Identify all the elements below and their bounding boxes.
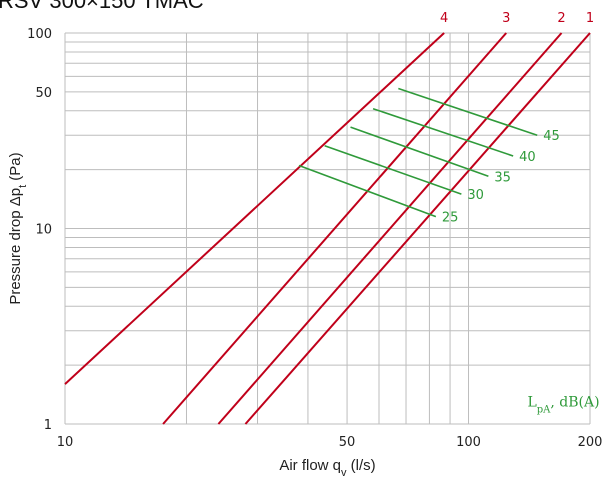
- y-tick-label: 1: [44, 418, 52, 433]
- y-tick-label: 10: [35, 223, 52, 238]
- noise-line-25: [299, 166, 436, 217]
- noise-label-30: 30: [467, 188, 484, 203]
- noise-label-35: 35: [494, 170, 511, 185]
- axis-labels: Air flow qv (l/s) Pressure drop Δpt (Pa): [7, 152, 376, 479]
- noise-label-25: 25: [442, 211, 459, 226]
- pressure-curves: 1 2 3 4: [65, 11, 594, 424]
- y-tick-label: 100: [27, 27, 52, 42]
- x-axis-label: Air flow qv (l/s): [279, 457, 375, 479]
- y-axis-label: Pressure drop Δpt (Pa): [7, 152, 29, 304]
- x-tick-label: 50: [339, 435, 356, 450]
- curve-label-2: 2: [557, 11, 565, 26]
- curve-label-4: 4: [440, 11, 448, 26]
- noise-line-45: [398, 89, 537, 136]
- x-tick-label: 100: [456, 435, 481, 450]
- noise-line-40: [373, 109, 513, 156]
- curve-label-3: 3: [502, 11, 510, 26]
- x-tick-label: 10: [57, 435, 74, 450]
- noise-lines: 25 30 35 40 45 LpA, dB(A): [299, 89, 600, 416]
- chart-title: RSV 300×150 TMAC: [0, 0, 204, 13]
- tick-labels: 10 50 100 200 1 10 50 100: [27, 27, 602, 450]
- noise-line-35: [351, 127, 489, 176]
- y-tick-label: 50: [35, 86, 52, 101]
- curve-line-4: [65, 33, 444, 384]
- curve-label-1: 1: [586, 11, 594, 26]
- noise-label-40: 40: [519, 150, 536, 165]
- noise-legend: LpA, dB(A): [527, 395, 599, 416]
- noise-label-45: 45: [543, 129, 560, 144]
- x-tick-label: 200: [578, 435, 603, 450]
